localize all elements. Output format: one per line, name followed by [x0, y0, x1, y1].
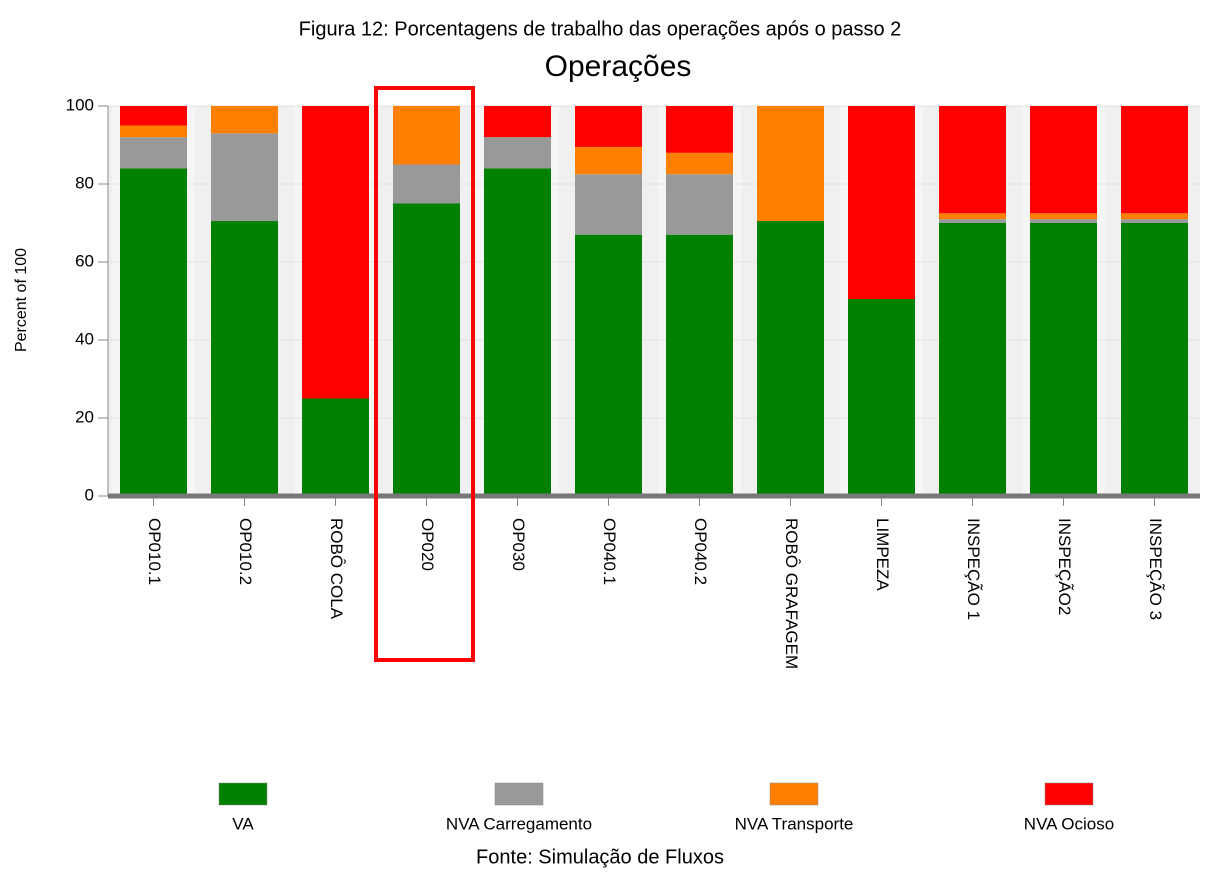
bar-segment	[848, 106, 915, 300]
x-tick-label: OP040.2	[691, 518, 710, 585]
legend-swatch	[1044, 782, 1094, 806]
bar-segment	[939, 219, 1006, 223]
bar-segment	[666, 174, 733, 235]
bar-segment	[575, 174, 642, 235]
bar-segment	[757, 221, 824, 497]
figure-caption: Figura 12: Porcentagens de trabalho das …	[299, 18, 902, 40]
y-tick-label: 80	[75, 173, 94, 192]
bar-segment	[575, 234, 642, 496]
bar-segment	[1121, 219, 1188, 223]
bar-segment	[666, 106, 733, 153]
legend-label: VA	[232, 814, 254, 833]
bar-segment	[484, 137, 551, 169]
bar-segment	[120, 106, 187, 126]
bar-segment	[666, 152, 733, 175]
y-tick-label: 60	[75, 251, 94, 270]
bar-segment	[393, 164, 460, 204]
bar-segment	[1030, 223, 1097, 496]
bar-segment	[120, 125, 187, 138]
bar-segment	[575, 146, 642, 175]
x-tick-label: INSPEÇÃO2	[1055, 518, 1074, 615]
y-tick-label: 100	[66, 95, 94, 114]
bar-segment	[1121, 223, 1188, 496]
x-tick-label: ROBÔ COLA	[327, 518, 346, 620]
x-tick-label: OP010.2	[236, 518, 255, 585]
bar-segment	[211, 221, 278, 497]
bar-segment	[1030, 106, 1097, 214]
x-tick-label: OP040.1	[600, 518, 619, 585]
bar-segment	[302, 398, 369, 496]
x-tick-label: INSPEÇÃO 3	[1146, 518, 1165, 620]
bar-segment	[1030, 219, 1097, 223]
legend-label: NVA Transporte	[735, 814, 854, 833]
x-tick-label: LIMPEZA	[873, 518, 892, 591]
bar-segment	[393, 203, 460, 496]
y-tick-label: 20	[75, 407, 94, 426]
bar-segment	[939, 223, 1006, 496]
bar-segment	[302, 106, 369, 399]
bar-segment	[939, 213, 1006, 220]
bar-segment	[848, 299, 915, 496]
bar-segment	[211, 106, 278, 134]
legend-label: NVA Carregamento	[446, 814, 592, 833]
bar-segment	[484, 106, 551, 138]
y-tick-label: 0	[85, 485, 94, 504]
x-tick-label: ROBÔ GRAFAGEM	[782, 518, 801, 669]
highlight-box	[374, 86, 475, 662]
plot-background	[108, 106, 1200, 496]
bar-segment	[939, 106, 1006, 214]
chart-title: Operações	[545, 50, 692, 83]
legend-swatch	[494, 782, 544, 806]
bar-segment	[120, 137, 187, 169]
bar-segment	[393, 106, 460, 165]
bar-segment	[1121, 106, 1188, 214]
y-tick-label: 40	[75, 329, 94, 348]
bar-segment	[211, 133, 278, 222]
bar-segment	[1030, 213, 1097, 220]
x-tick-label: OP030	[509, 518, 528, 571]
x-tick-label: OP020	[418, 518, 437, 571]
y-axis-label: Percent of 100	[13, 248, 30, 352]
bar-segment	[1121, 213, 1188, 220]
legend-label: NVA Ocioso	[1024, 814, 1114, 833]
source-note: Fonte: Simulação de Fluxos	[476, 846, 724, 868]
bar-segment	[757, 106, 824, 222]
legend-swatch	[769, 782, 819, 806]
x-tick-label: OP010.1	[145, 518, 164, 585]
bar-segment	[484, 168, 551, 496]
bar-segment	[575, 106, 642, 147]
plot-area: 0 20 40 60 80 100 OP010.1 OP010.2 ROBÔ COLA OP020…	[66, 95, 1200, 669]
bar-segment	[666, 234, 733, 496]
bar-segment	[120, 168, 187, 496]
x-tick-label: INSPEÇÃO 1	[964, 518, 983, 620]
legend-swatch	[218, 782, 268, 806]
